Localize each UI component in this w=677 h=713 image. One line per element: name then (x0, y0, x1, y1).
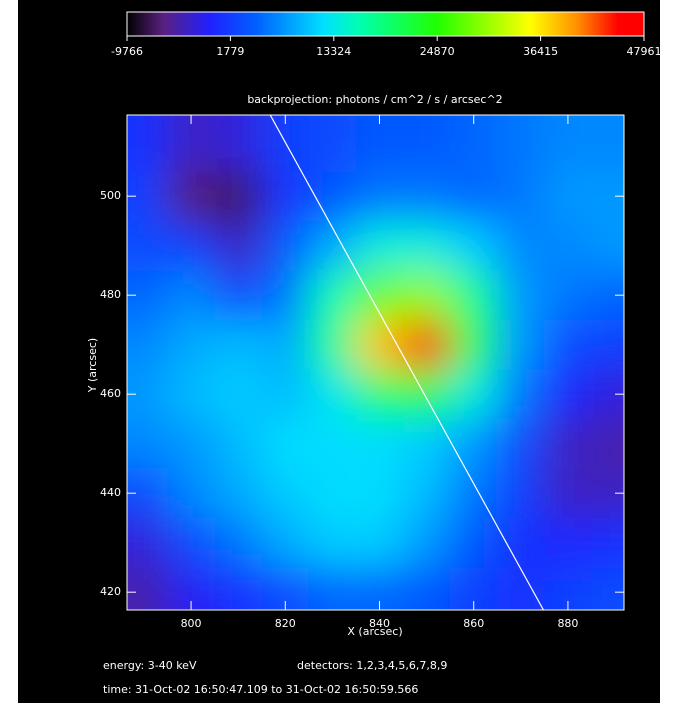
heatmap-cell (215, 221, 263, 272)
heatmap-cell (450, 221, 498, 272)
page: {"chart_data": { "type": "heatmap", "tit… (0, 0, 677, 713)
y-tick-label: 420 (100, 585, 121, 598)
y-tick-label: 480 (100, 288, 121, 301)
heatmap-cell (497, 270, 545, 321)
heatmap-cell (403, 270, 451, 321)
heatmap-cell (168, 369, 216, 420)
heatmap-cell (168, 419, 216, 470)
heatmap-cell (215, 468, 263, 519)
heatmap-cells (60, 62, 677, 678)
heatmap-cell (450, 468, 498, 519)
heatmap-cell (450, 518, 498, 569)
x-tick-label: 860 (463, 617, 484, 630)
heatmap-cell (215, 369, 263, 420)
heatmap-cell (497, 518, 545, 569)
colorbar-tick-label: 1779 (216, 45, 244, 58)
heatmap-cell (262, 369, 310, 420)
chart: backprojection: photons / cm^2 / s / arc… (0, 0, 677, 713)
colorbar-tick-label: 24870 (420, 45, 455, 58)
heatmap-cell (356, 171, 404, 222)
heatmap-cell (309, 171, 357, 222)
heatmap-cell (215, 320, 263, 371)
heatmap-cell (356, 518, 404, 569)
heatmap-cell (450, 270, 498, 321)
heatmap-cell (450, 320, 498, 371)
heatmap-cell (309, 419, 357, 470)
heatmap-cell (309, 518, 357, 569)
x-tick-label: 800 (181, 617, 202, 630)
chart-title: backprojection: photons / cm^2 / s / arc… (247, 93, 502, 106)
heatmap-cell (215, 419, 263, 470)
heatmap-cell (450, 171, 498, 222)
heatmap-cell (168, 320, 216, 371)
heatmap-cell (262, 518, 310, 569)
heatmap-cell (497, 419, 545, 470)
heatmap-cell (450, 369, 498, 420)
y-tick-label: 440 (100, 486, 121, 499)
heatmap-cell (215, 171, 263, 222)
heatmap-cell (168, 270, 216, 321)
heatmap-cell (168, 518, 216, 569)
colorbar-tick-label: 47961 (627, 45, 662, 58)
colorbar-tick-label: 13324 (316, 45, 351, 58)
heatmap-cell (356, 221, 404, 272)
heatmap-cell (544, 468, 592, 519)
heatmap-cell (309, 320, 357, 371)
y-tick-label: 460 (100, 387, 121, 400)
heatmap-cell (309, 468, 357, 519)
heatmap-cell (262, 221, 310, 272)
heatmap-cell (215, 518, 263, 569)
annotation: energy: 3-40 keV (103, 659, 197, 672)
heatmap-cell (497, 171, 545, 222)
heatmap-cell (168, 171, 216, 222)
heatmap-cell (262, 171, 310, 222)
heatmap-cell (262, 270, 310, 321)
heatmap-cell (403, 468, 451, 519)
heatmap-cell (356, 369, 404, 420)
heatmap (60, 62, 677, 678)
heatmap-cell (309, 369, 357, 420)
colorbar-tick-label: 36415 (523, 45, 558, 58)
heatmap-cell (544, 221, 592, 272)
heatmap-cell (544, 270, 592, 321)
heatmap-cell (497, 320, 545, 371)
heatmap-cell (403, 369, 451, 420)
heatmap-cell (309, 270, 357, 321)
y-tick-label: 500 (100, 189, 121, 202)
x-tick-label: 820 (275, 617, 296, 630)
heatmap-cell (497, 468, 545, 519)
heatmap-cell (356, 419, 404, 470)
heatmap-cell (403, 320, 451, 371)
heatmap-cell (262, 419, 310, 470)
heatmap-cell (497, 221, 545, 272)
annotation: detectors: 1,2,3,4,5,6,7,8,9 (297, 659, 447, 672)
x-tick-label: 880 (557, 617, 578, 630)
heatmap-cell (168, 221, 216, 272)
heatmap-cell (403, 171, 451, 222)
heatmap-cell (450, 419, 498, 470)
annotation: time: 31-Oct-02 16:50:47.109 to 31-Oct-0… (103, 683, 418, 696)
heatmap-cell (215, 270, 263, 321)
heatmap-cell (403, 221, 451, 272)
heatmap-cell (356, 468, 404, 519)
x-tick-label: 840 (369, 617, 390, 630)
heatmap-cell (544, 171, 592, 222)
heatmap-cell (497, 369, 545, 420)
heatmap-cell (262, 320, 310, 371)
y-axis-label: Y (arcsec) (86, 338, 99, 393)
colorbar (127, 12, 644, 36)
heatmap-cell (544, 419, 592, 470)
heatmap-cell (544, 369, 592, 420)
heatmap-cell (544, 320, 592, 371)
heatmap-cell (403, 419, 451, 470)
heatmap-cell (544, 518, 592, 569)
heatmap-cell (403, 518, 451, 569)
heatmap-cell (168, 468, 216, 519)
colorbar-tick-label: -9766 (111, 45, 143, 58)
heatmap-cell (262, 468, 310, 519)
